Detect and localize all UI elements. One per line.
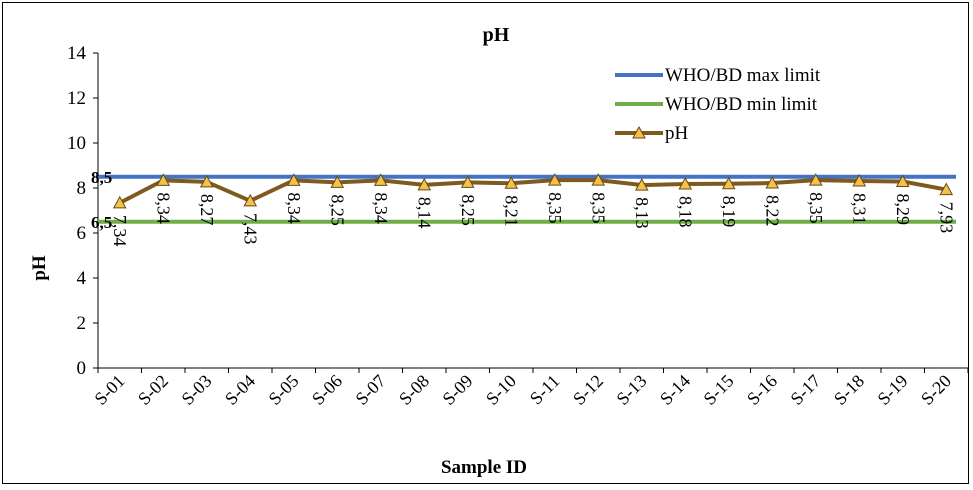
x-tick-label: S-08 [395,371,433,409]
ph-data-label: 7,43 [240,213,260,245]
ph-marker [721,176,736,190]
x-tick-label: S-06 [308,371,346,409]
ph-marker [808,173,823,186]
x-tick-label: S-11 [526,371,564,409]
x-tick-label: S-12 [569,371,607,409]
y-tick-label: 10 [67,133,86,154]
ph-marker [373,173,388,186]
ph-data-label: 8,35 [545,192,565,224]
y-tick-label: 14 [67,43,87,64]
y-tick-label: 12 [67,88,86,109]
plot-area: 8,5 6,57,34 8,34 8,27 7,43 8,34 8,25 8,34 8,14 8,… [91,168,956,247]
ph-data-label: 8,27 [197,194,217,226]
x-tick-label: S-07 [351,371,389,409]
ph-series-line [118,178,947,205]
y-tick-label: 2 [77,313,87,334]
ph-data-label: 8,14 [414,197,434,229]
ph-marker [765,176,780,189]
ph-data-label: 8,25 [458,194,478,226]
x-tick-label: S-04 [221,371,259,409]
x-tick-label: S-01 [90,371,128,409]
x-tick-label: S-16 [743,371,781,409]
ph-marker [112,195,127,209]
ph-marker [678,176,693,190]
x-tick-label: S-13 [612,371,650,409]
ph-marker [895,174,910,187]
min-limit-label: 6,5 [91,213,112,232]
ph-data-label: 8,34 [284,192,304,224]
legend-ph-label: pH [665,123,689,144]
legend-max-label: WHO/BD max limit [665,65,821,86]
ph-marker [156,173,171,186]
ph-marker [634,178,649,191]
legend-min-label: WHO/BD min limit [665,94,818,115]
ph-data-label: 8,13 [632,197,652,229]
ph-data-label: 8,21 [501,195,521,227]
ph-data-label: 8,22 [762,195,782,227]
ph-marker [417,177,432,191]
y-axis-title: pH [29,255,50,281]
ph-marker [591,173,606,186]
x-tick-label: S-02 [134,371,172,409]
x-tick-label: S-10 [482,371,520,409]
ph-data-label: 8,35 [588,192,608,224]
ph-marker [852,173,867,187]
y-tick-label: 8 [77,178,87,199]
x-tick-label: S-18 [830,371,868,409]
ph-data-label: 8,35 [806,192,826,224]
legend: WHO/BD max limit WHO/BD min limit pH [615,65,821,144]
x-tick-label: S-17 [786,371,824,409]
ph-data-label: 8,25 [327,194,347,226]
ph-data-label: 8,34 [153,192,173,224]
y-tick-label: 6 [77,223,87,244]
ph-data-label: 7,93 [936,202,956,234]
ph-data-label: 8,19 [719,196,739,228]
x-tick-label: S-15 [699,371,737,409]
x-tick-label: S-03 [177,371,215,409]
chart-title: pH [483,24,510,46]
ph-data-label: 7,34 [110,215,130,247]
ph-marker [504,176,519,189]
x-tick-label: S-20 [917,371,955,409]
x-tick-label: S-19 [873,371,911,409]
y-tick-label: 4 [77,268,87,289]
ph-marker [330,175,345,188]
ph-data-label: 8,31 [849,193,869,225]
max-limit-label: 8,5 [91,168,112,187]
y-tick-label: 0 [77,358,87,379]
x-tick-label: S-09 [438,371,476,409]
chart-frame: pH pH Sample ID WHO/BD max limit WHO/BD m… [2,2,969,484]
ph-marker [243,193,258,207]
ph-data-label: 8,29 [893,193,913,225]
x-axis-title: Sample ID [441,457,527,478]
ph-data-label: 8,18 [675,196,695,228]
ph-marker [460,175,475,188]
ph-marker [286,173,301,186]
ph-marker [547,173,562,186]
ph-marker [199,174,214,188]
x-tick-label: S-14 [656,371,694,409]
ph-data-label: 8,34 [371,192,391,224]
x-tick-label: S-05 [264,371,302,409]
ph-marker [939,182,954,196]
legend-ph-marker [632,125,646,139]
